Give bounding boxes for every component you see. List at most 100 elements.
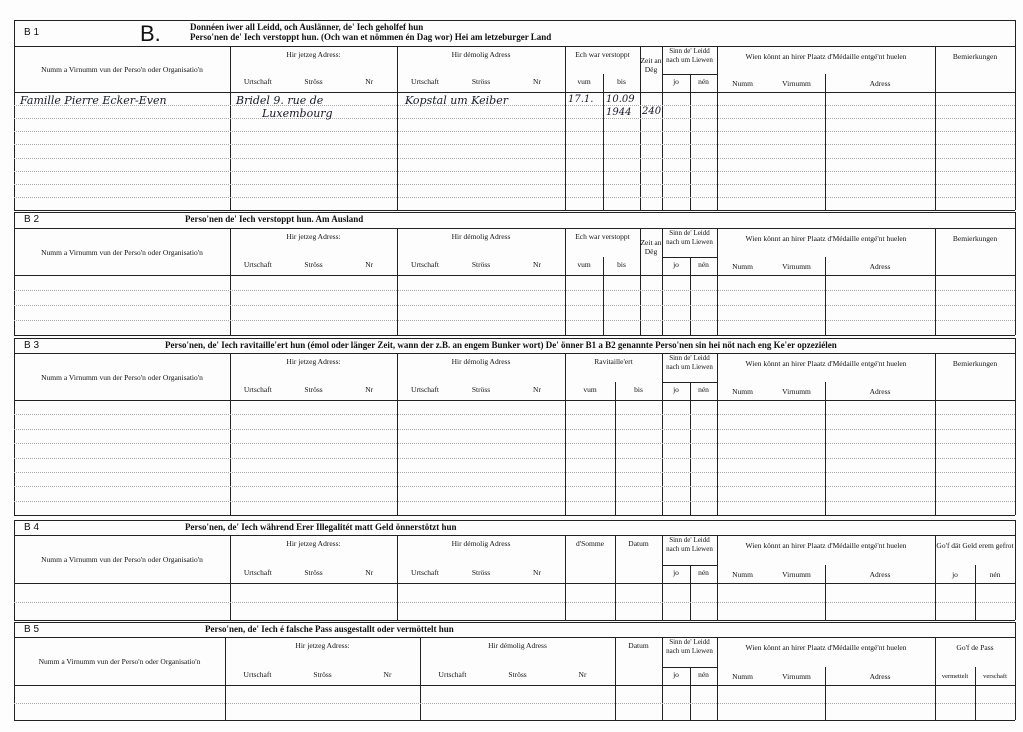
subheader-firstname: Virnumm (782, 79, 811, 88)
subheader-street: Ströss (471, 568, 491, 577)
subheader-locality: Urtschaft (411, 385, 439, 394)
subheader-locality: Urtschaft (411, 568, 439, 577)
rule (717, 353, 718, 515)
section-title: Perso'nen, de' Iech é falsche Pass ausge… (205, 624, 454, 634)
rule (397, 535, 398, 620)
column-header-money-returned: Go'f dät Geld erem gefrot (936, 541, 1014, 550)
subheader-from: vum (583, 385, 597, 394)
subheader-surname: Numm (732, 262, 753, 271)
column-header-current-address: Hir jetzeg Adress: (286, 357, 341, 366)
entry-to-year: 1944 (606, 107, 632, 118)
rule (14, 210, 1015, 211)
row-divider (14, 131, 1015, 133)
entry-from: 17.1. (568, 94, 594, 105)
column-header-alive: Sinn de' Leidd nach um Liewen (666, 354, 713, 371)
row-divider (14, 183, 1015, 185)
row-divider (14, 170, 1015, 172)
rule (662, 46, 663, 210)
subheader-no: nén (989, 570, 1001, 579)
column-header-medal-recipient: Wien könnt an hirer Plaatz d'Médaille en… (745, 234, 907, 243)
section-title: Perso'nen de' Iech verstoppt hun. (Och w… (190, 32, 552, 42)
rule (662, 637, 663, 720)
rule (565, 535, 566, 620)
subheader-firstname: Virnumm (782, 387, 811, 396)
rule (14, 92, 1015, 93)
column-header-current-address: Hir jetzeg Adress: (286, 539, 341, 548)
column-header-period: Ravitaille'ert (594, 357, 633, 366)
subheader-to: bis (617, 77, 626, 86)
subheader-street: Ströss (313, 670, 332, 679)
section-title: Perso'nen de' Iech verstoppt hun. Am Aus… (185, 214, 364, 224)
subheader-firstname: Virnumm (782, 570, 811, 579)
column-header-name: Numm a Virnumm vun der Perso'n oder Orga… (41, 65, 203, 74)
rule (1015, 20, 1016, 210)
rule (14, 620, 1015, 621)
subheader-number: Nr (533, 568, 541, 577)
rule (603, 257, 604, 335)
column-header-current-address: Hir jetzeg Adress: (286, 50, 341, 59)
subheader-yes: jo (673, 670, 679, 679)
column-header-period: Ech war verstoppt (575, 50, 630, 59)
subheader-address: Adress (869, 262, 891, 271)
rule (14, 515, 1015, 516)
entry-days: 240 (642, 106, 662, 117)
subheader-no: nén (698, 670, 709, 679)
subheader-number: Nr (383, 670, 392, 679)
subheader-locality: Urtschaft (243, 260, 272, 269)
subheader-no: nén (698, 77, 709, 86)
column-header-former-address: Hir démolig Adress (451, 357, 511, 366)
row-divider (14, 471, 1015, 473)
subheader-number: Nr (533, 385, 541, 394)
column-header-name: Numm a Virnumm vun der Perso'n oder Orga… (41, 247, 203, 257)
rule (14, 685, 1015, 686)
subheader-mediated: vermettelt (941, 673, 969, 680)
subheader-street: Ströss (471, 260, 491, 269)
rule (825, 382, 826, 515)
subheader-street: Ströss (508, 670, 527, 679)
row-divider (14, 414, 1015, 416)
column-header-name: Numm a Virnumm vun der Perso'n oder Orga… (41, 372, 203, 382)
subheader-surname: Numm (732, 79, 753, 88)
rule (14, 228, 1015, 229)
row-divider (14, 500, 1015, 502)
rule (935, 637, 936, 720)
rule (640, 46, 641, 210)
section-id: B 2 (24, 214, 40, 225)
rule (615, 535, 616, 620)
subheader-yes: jo (952, 570, 958, 579)
subheader-yes: jo (673, 260, 679, 269)
rule (14, 720, 1015, 721)
rule (662, 228, 663, 335)
column-header-medal-recipient: Wien könnt an hirer Plaatz d'Médaille en… (745, 643, 907, 652)
subheader-locality: Urtschaft (411, 260, 439, 269)
rule (397, 353, 398, 515)
rule (662, 565, 717, 566)
entry-current-address-cont: Luxembourg (262, 107, 333, 120)
row-divider (14, 457, 1015, 459)
subheader-street: Ströss (471, 77, 491, 86)
section-id: B 5 (24, 623, 40, 635)
rule (690, 667, 691, 720)
rule (975, 667, 976, 720)
rule (230, 46, 231, 210)
rule (975, 565, 976, 620)
column-header-days: Zeit an Dëg (640, 238, 662, 256)
rule (825, 257, 826, 335)
subheader-surname: Numm (732, 387, 753, 396)
column-header-former-address: Hir démolig Adress (488, 641, 547, 650)
subheader-street: Ströss (304, 385, 323, 394)
column-header-date: Datum (628, 539, 649, 548)
rule (14, 535, 1015, 536)
rule (615, 382, 616, 515)
entry-former-address: Kopstal um Keiber (405, 94, 508, 107)
column-header-alive: Sinn de' Leidd nach um Liewen (666, 47, 713, 64)
rule (225, 637, 226, 720)
rule (230, 353, 231, 515)
subheader-yes: jo (673, 568, 679, 577)
rule (14, 20, 15, 210)
rule (397, 228, 398, 335)
subheader-street: Ströss (304, 568, 323, 577)
subheader-locality: Urtschaft (243, 568, 272, 577)
subheader-locality: Urtschaft (243, 385, 272, 394)
